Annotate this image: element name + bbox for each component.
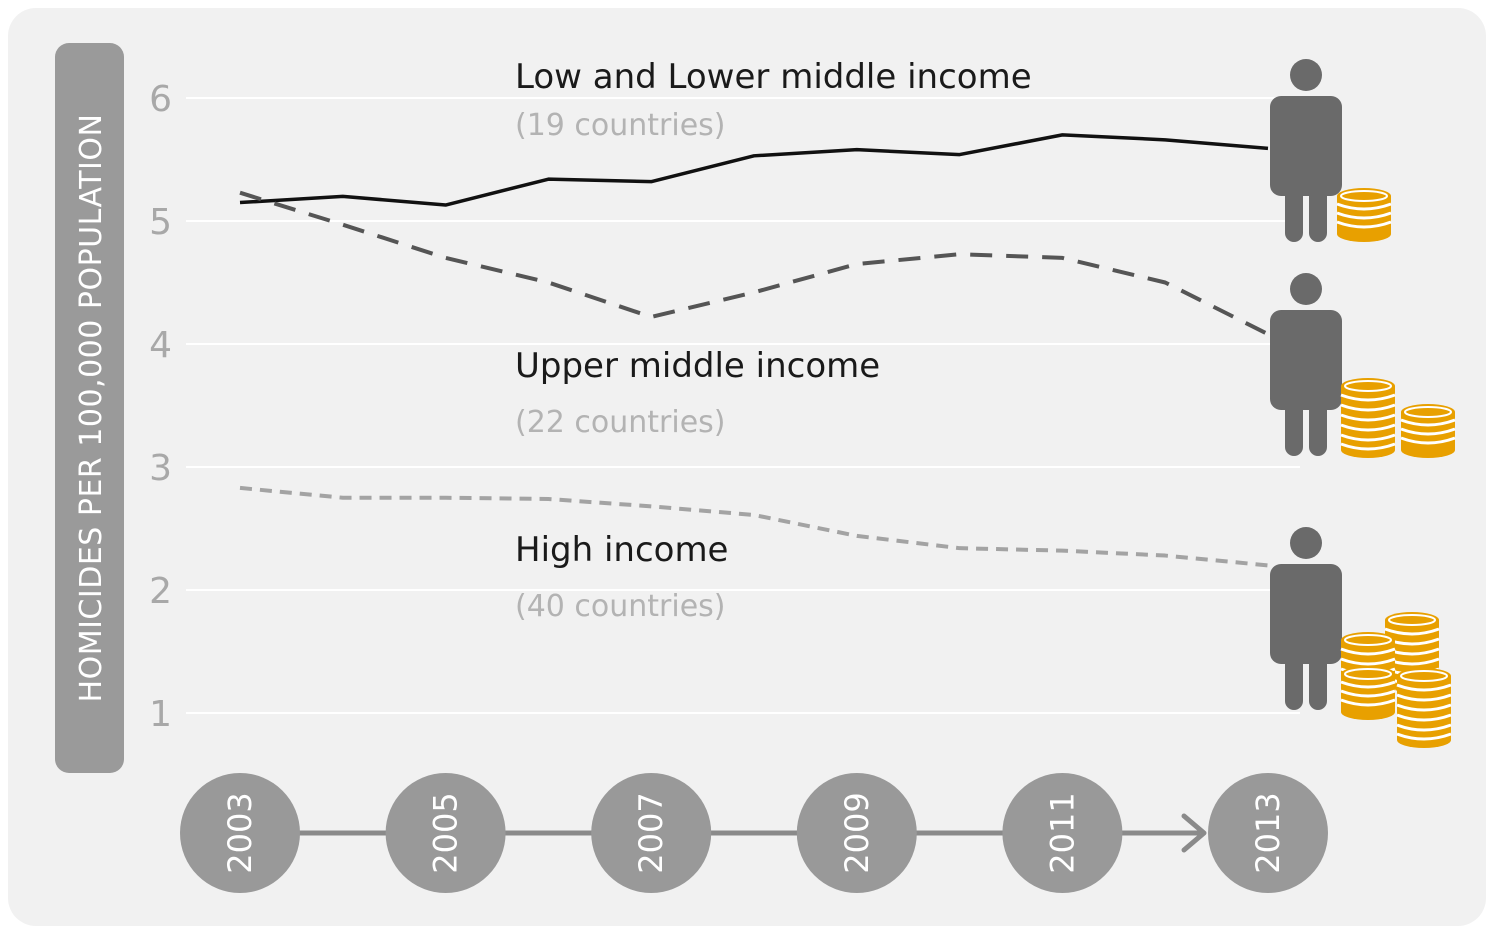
y-tick-label: 2 xyxy=(149,571,172,612)
x-tick-label: 2013 xyxy=(1249,792,1287,873)
series-line-1 xyxy=(239,190,1269,336)
coin-stack-icon-upper-middle-1 xyxy=(1339,376,1397,460)
x-tick-label: 2011 xyxy=(1043,792,1081,873)
series-title-low: Low and Lower middle income xyxy=(515,57,1032,97)
x-tick-label: 2007 xyxy=(632,792,670,873)
annotation-upper-middle: Upper middle income (22 countries) xyxy=(515,346,880,440)
coin-stack-icon-low xyxy=(1335,186,1393,244)
year-circle-2013 xyxy=(1208,773,1328,893)
series-title-upper-middle: Upper middle income xyxy=(515,346,880,386)
year-circle-2003 xyxy=(180,773,300,893)
y-axis-label: HOMICIDES PER 100,000 POPULATION xyxy=(74,114,109,703)
year-circle-2009 xyxy=(796,773,917,893)
series-title-high: High income xyxy=(515,530,728,570)
series-line-0 xyxy=(239,133,1269,207)
gridlines xyxy=(186,97,1300,714)
year-circle-2005 xyxy=(385,773,506,893)
y-tick-label: 5 xyxy=(149,202,172,243)
year-circle-2011 xyxy=(1002,773,1123,893)
y-tick-label: 3 xyxy=(149,448,172,489)
y-ticks: 1 2 3 4 5 6 xyxy=(149,79,172,735)
series-note-upper-middle: (22 countries) xyxy=(515,405,726,440)
series-note-low: (19 countries) xyxy=(515,108,726,143)
series-lines xyxy=(239,133,1269,568)
coin-stack-icon-upper-middle-2 xyxy=(1399,402,1457,460)
x-ticks: 2003 2005 2007 2009 2011 2013 xyxy=(180,773,1328,893)
y-tick-label: 1 xyxy=(149,694,172,735)
y-tick-label: 4 xyxy=(149,325,172,366)
x-tick-label: 2009 xyxy=(838,792,876,873)
y-axis-label-box xyxy=(55,43,124,773)
x-tick-label: 2003 xyxy=(221,792,259,873)
coin-stack-icon-high-2 xyxy=(1339,630,1397,722)
series-line-2 xyxy=(239,485,1269,568)
coin-stack-icon-high-3 xyxy=(1395,666,1453,750)
series-note-high: (40 countries) xyxy=(515,589,726,624)
annotation-low-income: Low and Lower middle income (19 countrie… xyxy=(515,57,1032,143)
arrow-right-icon xyxy=(1181,813,1207,853)
x-tick-label: 2005 xyxy=(427,792,465,873)
y-tick-label: 6 xyxy=(149,79,172,120)
annotation-high-income: High income (40 countries) xyxy=(515,530,728,624)
year-circle-2007 xyxy=(591,773,712,893)
